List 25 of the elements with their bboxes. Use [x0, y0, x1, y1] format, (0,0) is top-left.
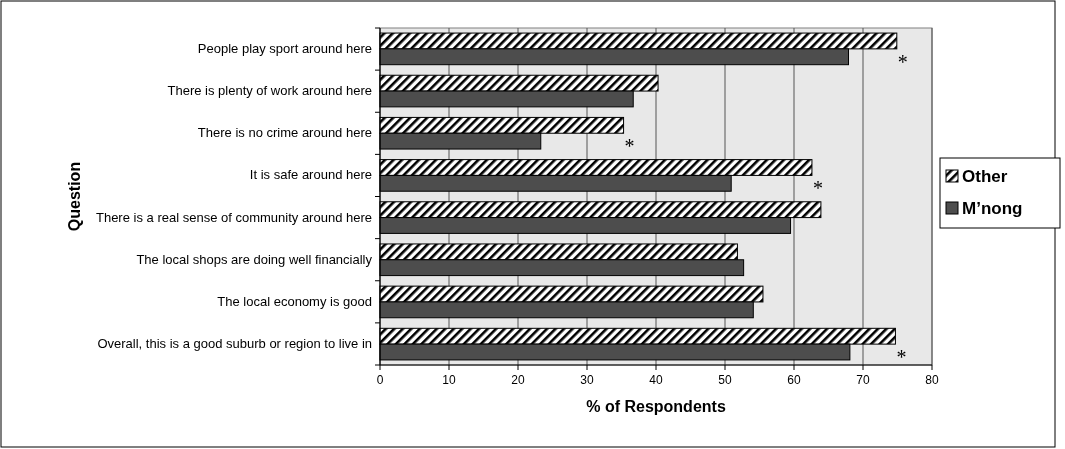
annotation: * — [812, 177, 823, 200]
y-axis-title: Question — [66, 161, 83, 232]
y-tick-label: The local economy is good — [217, 293, 372, 309]
y-tick-label: There is a real sense of community around here — [95, 209, 372, 225]
x-tick-label: 80 — [925, 373, 939, 387]
x-tick-label: 0 — [376, 373, 384, 387]
x-tick-label: 10 — [442, 373, 456, 387]
x-tick-label: 30 — [580, 373, 594, 387]
x-tick-label: 50 — [718, 373, 732, 387]
y-tick-label: It is safe around here — [249, 167, 372, 183]
y-tick-label: Overall, this is a good suburb or region to live in — [97, 336, 372, 352]
y-tick-label: People play sport around here — [197, 40, 372, 56]
annotation: * — [624, 135, 635, 158]
x-tick-label: 40 — [649, 373, 663, 387]
x-axis-title: % of Respondents — [586, 398, 726, 415]
annotation: * — [896, 345, 907, 368]
y-tick-label: The local shops are doing well financially — [136, 251, 373, 267]
annotation: * — [897, 50, 908, 73]
x-tick-label: 70 — [856, 373, 870, 387]
legend-label: M’nong — [962, 199, 1023, 218]
y-tick-label: There is plenty of work around here — [167, 83, 372, 99]
x-tick-label: 20 — [511, 373, 525, 387]
y-tick-label: There is no crime around here — [197, 125, 372, 141]
legend-label: Other — [962, 167, 1008, 186]
x-tick-label: 60 — [787, 373, 801, 387]
